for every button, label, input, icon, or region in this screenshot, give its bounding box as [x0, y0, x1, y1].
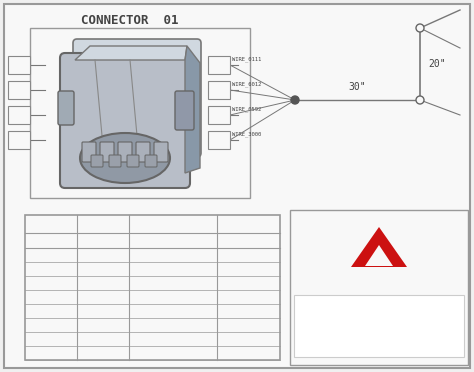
Text: 3: 3	[16, 111, 22, 121]
Text: CONNECTOR  01: CONNECTOR 01	[81, 13, 179, 26]
Text: PINOUTS: PINOUTS	[35, 236, 67, 245]
FancyBboxPatch shape	[82, 142, 96, 162]
Text: SOLIDWORKS: SOLIDWORKS	[361, 314, 440, 324]
Bar	[208, 56, 230, 74]
Bar	[8, 131, 30, 149]
FancyBboxPatch shape	[154, 142, 168, 162]
Text: 6: 6	[216, 86, 222, 96]
Text: 1: 1	[16, 61, 22, 71]
Text: 2: 2	[16, 86, 22, 96]
Text: WIRE_0592: WIRE_0592	[232, 106, 261, 112]
Text: RED: RED	[242, 321, 255, 330]
Text: –: –	[100, 321, 105, 330]
Text: 8: 8	[49, 349, 53, 357]
Text: 1: 1	[49, 250, 53, 260]
Text: –: –	[100, 307, 105, 315]
Text: –: –	[100, 264, 105, 273]
Text: AUTODESK: AUTODESK	[352, 274, 406, 284]
Bar	[208, 81, 230, 99]
Text: 5: 5	[216, 61, 222, 71]
FancyBboxPatch shape	[58, 91, 74, 125]
Text: 3S: 3S	[313, 316, 345, 336]
Bar	[8, 106, 30, 124]
Text: 2: 2	[49, 264, 53, 273]
Polygon shape	[351, 227, 407, 267]
Text: –: –	[100, 292, 105, 301]
Text: –: –	[100, 349, 105, 357]
Bar	[30, 28, 250, 198]
Bar	[8, 81, 30, 99]
FancyBboxPatch shape	[109, 155, 121, 167]
Text: –: –	[100, 279, 105, 288]
Text: –: –	[100, 250, 105, 260]
Ellipse shape	[80, 133, 170, 183]
Text: CONNECTOR  01: CONNECTOR 01	[114, 219, 191, 229]
Bar	[290, 210, 468, 365]
Bar	[208, 106, 230, 124]
Text: –: –	[171, 279, 175, 288]
Text: 5: 5	[49, 307, 53, 315]
FancyBboxPatch shape	[60, 53, 190, 188]
FancyBboxPatch shape	[175, 91, 194, 130]
Circle shape	[291, 96, 299, 104]
Circle shape	[416, 24, 424, 32]
FancyBboxPatch shape	[127, 155, 139, 167]
FancyBboxPatch shape	[118, 142, 132, 162]
Text: WIRE: WIRE	[94, 236, 112, 245]
Text: 8: 8	[216, 136, 222, 146]
Text: 4: 4	[16, 136, 22, 146]
Bar	[208, 131, 230, 149]
Text: –: –	[100, 334, 105, 343]
Text: BLACK: BLACK	[237, 307, 260, 315]
FancyBboxPatch shape	[136, 142, 150, 162]
Text: COLOR: COLOR	[237, 236, 260, 245]
FancyBboxPatch shape	[91, 155, 103, 167]
Text: 20": 20"	[428, 59, 446, 69]
Circle shape	[416, 96, 424, 104]
Text: 4: 4	[49, 292, 53, 301]
FancyBboxPatch shape	[145, 155, 157, 167]
Polygon shape	[365, 245, 393, 266]
Text: 3: 3	[49, 279, 53, 288]
Text: 12 AWG: 12 AWG	[159, 307, 187, 315]
Text: 7: 7	[216, 111, 222, 121]
Text: 18 AWG: 18 AWG	[159, 334, 187, 343]
Text: WIRE_0111: WIRE_0111	[232, 57, 261, 62]
Text: 10 AWG: 10 AWG	[159, 321, 187, 330]
FancyBboxPatch shape	[73, 39, 201, 157]
Text: 18 AWG: 18 AWG	[159, 349, 187, 357]
Text: GREY: GREY	[239, 349, 258, 357]
Text: AUTOCAD: AUTOCAD	[345, 286, 413, 299]
Bar	[25, 215, 280, 360]
Text: WIRE_3000: WIRE_3000	[232, 131, 261, 137]
Text: –: –	[171, 250, 175, 260]
Text: ELECTRICAL: ELECTRICAL	[370, 330, 430, 339]
Bar	[294, 295, 464, 357]
Polygon shape	[75, 46, 187, 60]
Text: –: –	[171, 292, 175, 301]
Text: –: –	[171, 264, 175, 273]
Text: WIRE_6012: WIRE_6012	[232, 81, 261, 87]
Text: 7: 7	[49, 334, 53, 343]
Bar	[8, 56, 30, 74]
Text: 6: 6	[49, 321, 53, 330]
Text: BLUE: BLUE	[239, 334, 258, 343]
Polygon shape	[185, 46, 200, 173]
Text: GAUGE SIZE: GAUGE SIZE	[150, 236, 196, 245]
FancyBboxPatch shape	[100, 142, 114, 162]
Text: 30": 30"	[348, 82, 366, 92]
